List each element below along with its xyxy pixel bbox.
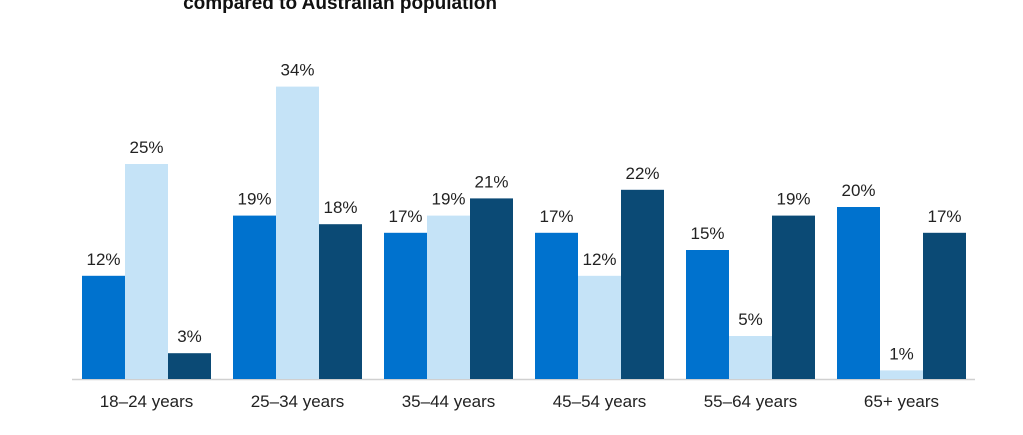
x-tick-label: 65+ years bbox=[864, 392, 939, 411]
data-label: 15% bbox=[690, 224, 724, 243]
bar bbox=[427, 215, 470, 379]
data-label: 17% bbox=[388, 207, 422, 226]
x-tick-label: 35–44 years bbox=[402, 392, 496, 411]
bar bbox=[578, 275, 621, 379]
data-label: 3% bbox=[177, 327, 202, 346]
data-label: 17% bbox=[927, 207, 961, 226]
data-label: 1% bbox=[889, 344, 914, 363]
bar bbox=[621, 189, 664, 379]
bar bbox=[276, 86, 319, 379]
bar bbox=[837, 207, 880, 379]
data-label: 22% bbox=[625, 164, 659, 183]
bar bbox=[470, 198, 513, 379]
bar bbox=[82, 275, 125, 379]
bar bbox=[233, 215, 276, 379]
bar bbox=[125, 164, 168, 379]
bar bbox=[535, 232, 578, 379]
bar bbox=[384, 232, 427, 379]
bar bbox=[168, 353, 211, 379]
data-label: 19% bbox=[237, 190, 271, 209]
bar bbox=[772, 215, 815, 379]
chart-title: compared to Australian population bbox=[183, 0, 497, 14]
data-label: 25% bbox=[129, 138, 163, 157]
x-tick-label: 25–34 years bbox=[251, 392, 345, 411]
data-label: 12% bbox=[582, 250, 616, 269]
data-label: 19% bbox=[776, 190, 810, 209]
x-tick-label: 55–64 years bbox=[704, 392, 798, 411]
bar bbox=[319, 224, 362, 379]
bar bbox=[729, 336, 772, 379]
data-label: 34% bbox=[280, 61, 314, 80]
data-label: 19% bbox=[431, 190, 465, 209]
data-label: 12% bbox=[86, 250, 120, 269]
bar bbox=[686, 250, 729, 379]
bar bbox=[880, 370, 923, 379]
bar bbox=[923, 232, 966, 379]
data-label: 5% bbox=[738, 310, 763, 329]
x-tick-label: 18–24 years bbox=[100, 392, 194, 411]
data-label: 17% bbox=[539, 207, 573, 226]
data-label: 18% bbox=[323, 198, 357, 217]
x-tick-label: 45–54 years bbox=[553, 392, 647, 411]
data-label: 20% bbox=[841, 181, 875, 200]
data-label: 21% bbox=[474, 172, 508, 191]
